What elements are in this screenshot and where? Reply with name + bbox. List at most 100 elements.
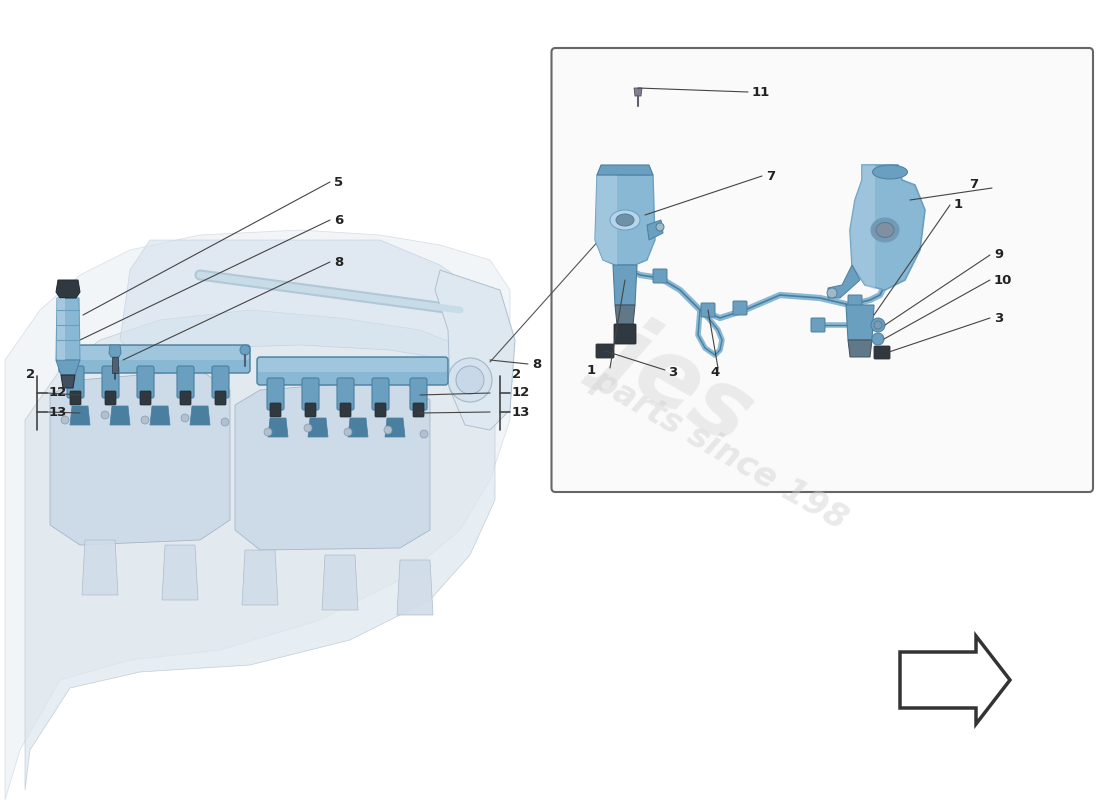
FancyBboxPatch shape <box>340 403 351 417</box>
Polygon shape <box>268 418 288 437</box>
Polygon shape <box>348 418 369 437</box>
FancyBboxPatch shape <box>138 366 154 398</box>
Ellipse shape <box>871 218 899 242</box>
FancyBboxPatch shape <box>305 403 316 417</box>
Text: 1: 1 <box>954 198 964 211</box>
Text: 7: 7 <box>766 170 775 182</box>
Polygon shape <box>385 418 405 437</box>
FancyBboxPatch shape <box>102 366 119 398</box>
Text: 12: 12 <box>512 386 530 399</box>
Polygon shape <box>848 340 872 357</box>
FancyBboxPatch shape <box>270 403 280 417</box>
Polygon shape <box>112 357 118 373</box>
FancyBboxPatch shape <box>67 366 84 398</box>
FancyBboxPatch shape <box>302 378 319 410</box>
Polygon shape <box>613 265 637 305</box>
FancyBboxPatch shape <box>70 391 81 405</box>
FancyBboxPatch shape <box>733 301 747 315</box>
Ellipse shape <box>616 214 634 226</box>
Polygon shape <box>120 240 490 370</box>
Polygon shape <box>597 165 653 175</box>
Polygon shape <box>397 560 433 615</box>
Polygon shape <box>109 345 121 357</box>
Circle shape <box>448 358 492 402</box>
FancyBboxPatch shape <box>551 48 1093 492</box>
FancyBboxPatch shape <box>267 378 284 410</box>
Polygon shape <box>615 305 635 325</box>
FancyBboxPatch shape <box>375 403 386 417</box>
Ellipse shape <box>610 210 640 230</box>
Text: 12: 12 <box>50 386 67 399</box>
FancyBboxPatch shape <box>614 324 636 344</box>
Text: 5: 5 <box>334 175 343 189</box>
Text: 4: 4 <box>710 366 719 378</box>
Text: 13: 13 <box>50 406 67 418</box>
FancyBboxPatch shape <box>177 366 194 398</box>
Circle shape <box>872 333 884 345</box>
Text: 3: 3 <box>994 311 1003 325</box>
Polygon shape <box>56 280 80 298</box>
FancyBboxPatch shape <box>410 378 427 410</box>
Polygon shape <box>6 230 510 800</box>
Polygon shape <box>162 545 198 600</box>
FancyBboxPatch shape <box>372 378 389 410</box>
Polygon shape <box>82 540 118 595</box>
Text: 8: 8 <box>532 358 541 370</box>
Polygon shape <box>595 175 654 265</box>
Text: 1: 1 <box>587 363 596 377</box>
Circle shape <box>182 414 189 422</box>
Polygon shape <box>70 406 90 425</box>
Polygon shape <box>56 298 80 360</box>
Polygon shape <box>900 636 1010 724</box>
Circle shape <box>304 424 312 432</box>
Polygon shape <box>56 360 80 375</box>
Polygon shape <box>322 555 358 610</box>
Polygon shape <box>57 298 65 360</box>
Polygon shape <box>308 418 328 437</box>
Text: 8: 8 <box>334 255 343 269</box>
Text: 6: 6 <box>334 214 343 226</box>
Polygon shape <box>242 550 278 605</box>
Polygon shape <box>50 370 230 545</box>
Polygon shape <box>25 310 495 790</box>
Text: 10: 10 <box>994 274 1012 286</box>
Polygon shape <box>150 406 170 425</box>
Circle shape <box>101 411 109 419</box>
Text: jes: jes <box>591 302 769 458</box>
Circle shape <box>420 430 428 438</box>
FancyBboxPatch shape <box>180 391 191 405</box>
Polygon shape <box>235 380 430 550</box>
Ellipse shape <box>876 222 894 238</box>
Circle shape <box>344 428 352 436</box>
FancyBboxPatch shape <box>60 346 249 360</box>
Text: 2: 2 <box>512 369 521 382</box>
FancyBboxPatch shape <box>59 345 250 373</box>
FancyBboxPatch shape <box>257 357 448 385</box>
Text: 2: 2 <box>26 369 35 382</box>
Text: 9: 9 <box>994 249 1003 262</box>
Circle shape <box>874 321 882 329</box>
FancyBboxPatch shape <box>104 391 116 405</box>
Polygon shape <box>846 305 874 340</box>
Polygon shape <box>60 375 75 388</box>
FancyBboxPatch shape <box>214 391 225 405</box>
Polygon shape <box>850 165 925 290</box>
Circle shape <box>221 418 229 426</box>
FancyBboxPatch shape <box>596 344 614 358</box>
FancyBboxPatch shape <box>212 366 229 398</box>
Circle shape <box>240 345 250 355</box>
Text: parts since 198: parts since 198 <box>586 363 854 537</box>
Circle shape <box>456 366 484 394</box>
Circle shape <box>141 416 149 424</box>
Circle shape <box>264 428 272 436</box>
FancyBboxPatch shape <box>848 295 862 309</box>
FancyBboxPatch shape <box>701 303 715 317</box>
Ellipse shape <box>872 165 908 179</box>
Polygon shape <box>850 165 875 290</box>
Circle shape <box>871 318 886 332</box>
FancyBboxPatch shape <box>874 346 890 359</box>
Text: 3: 3 <box>668 366 678 378</box>
Text: 11: 11 <box>752 86 770 98</box>
Polygon shape <box>595 175 617 265</box>
FancyBboxPatch shape <box>258 358 447 372</box>
